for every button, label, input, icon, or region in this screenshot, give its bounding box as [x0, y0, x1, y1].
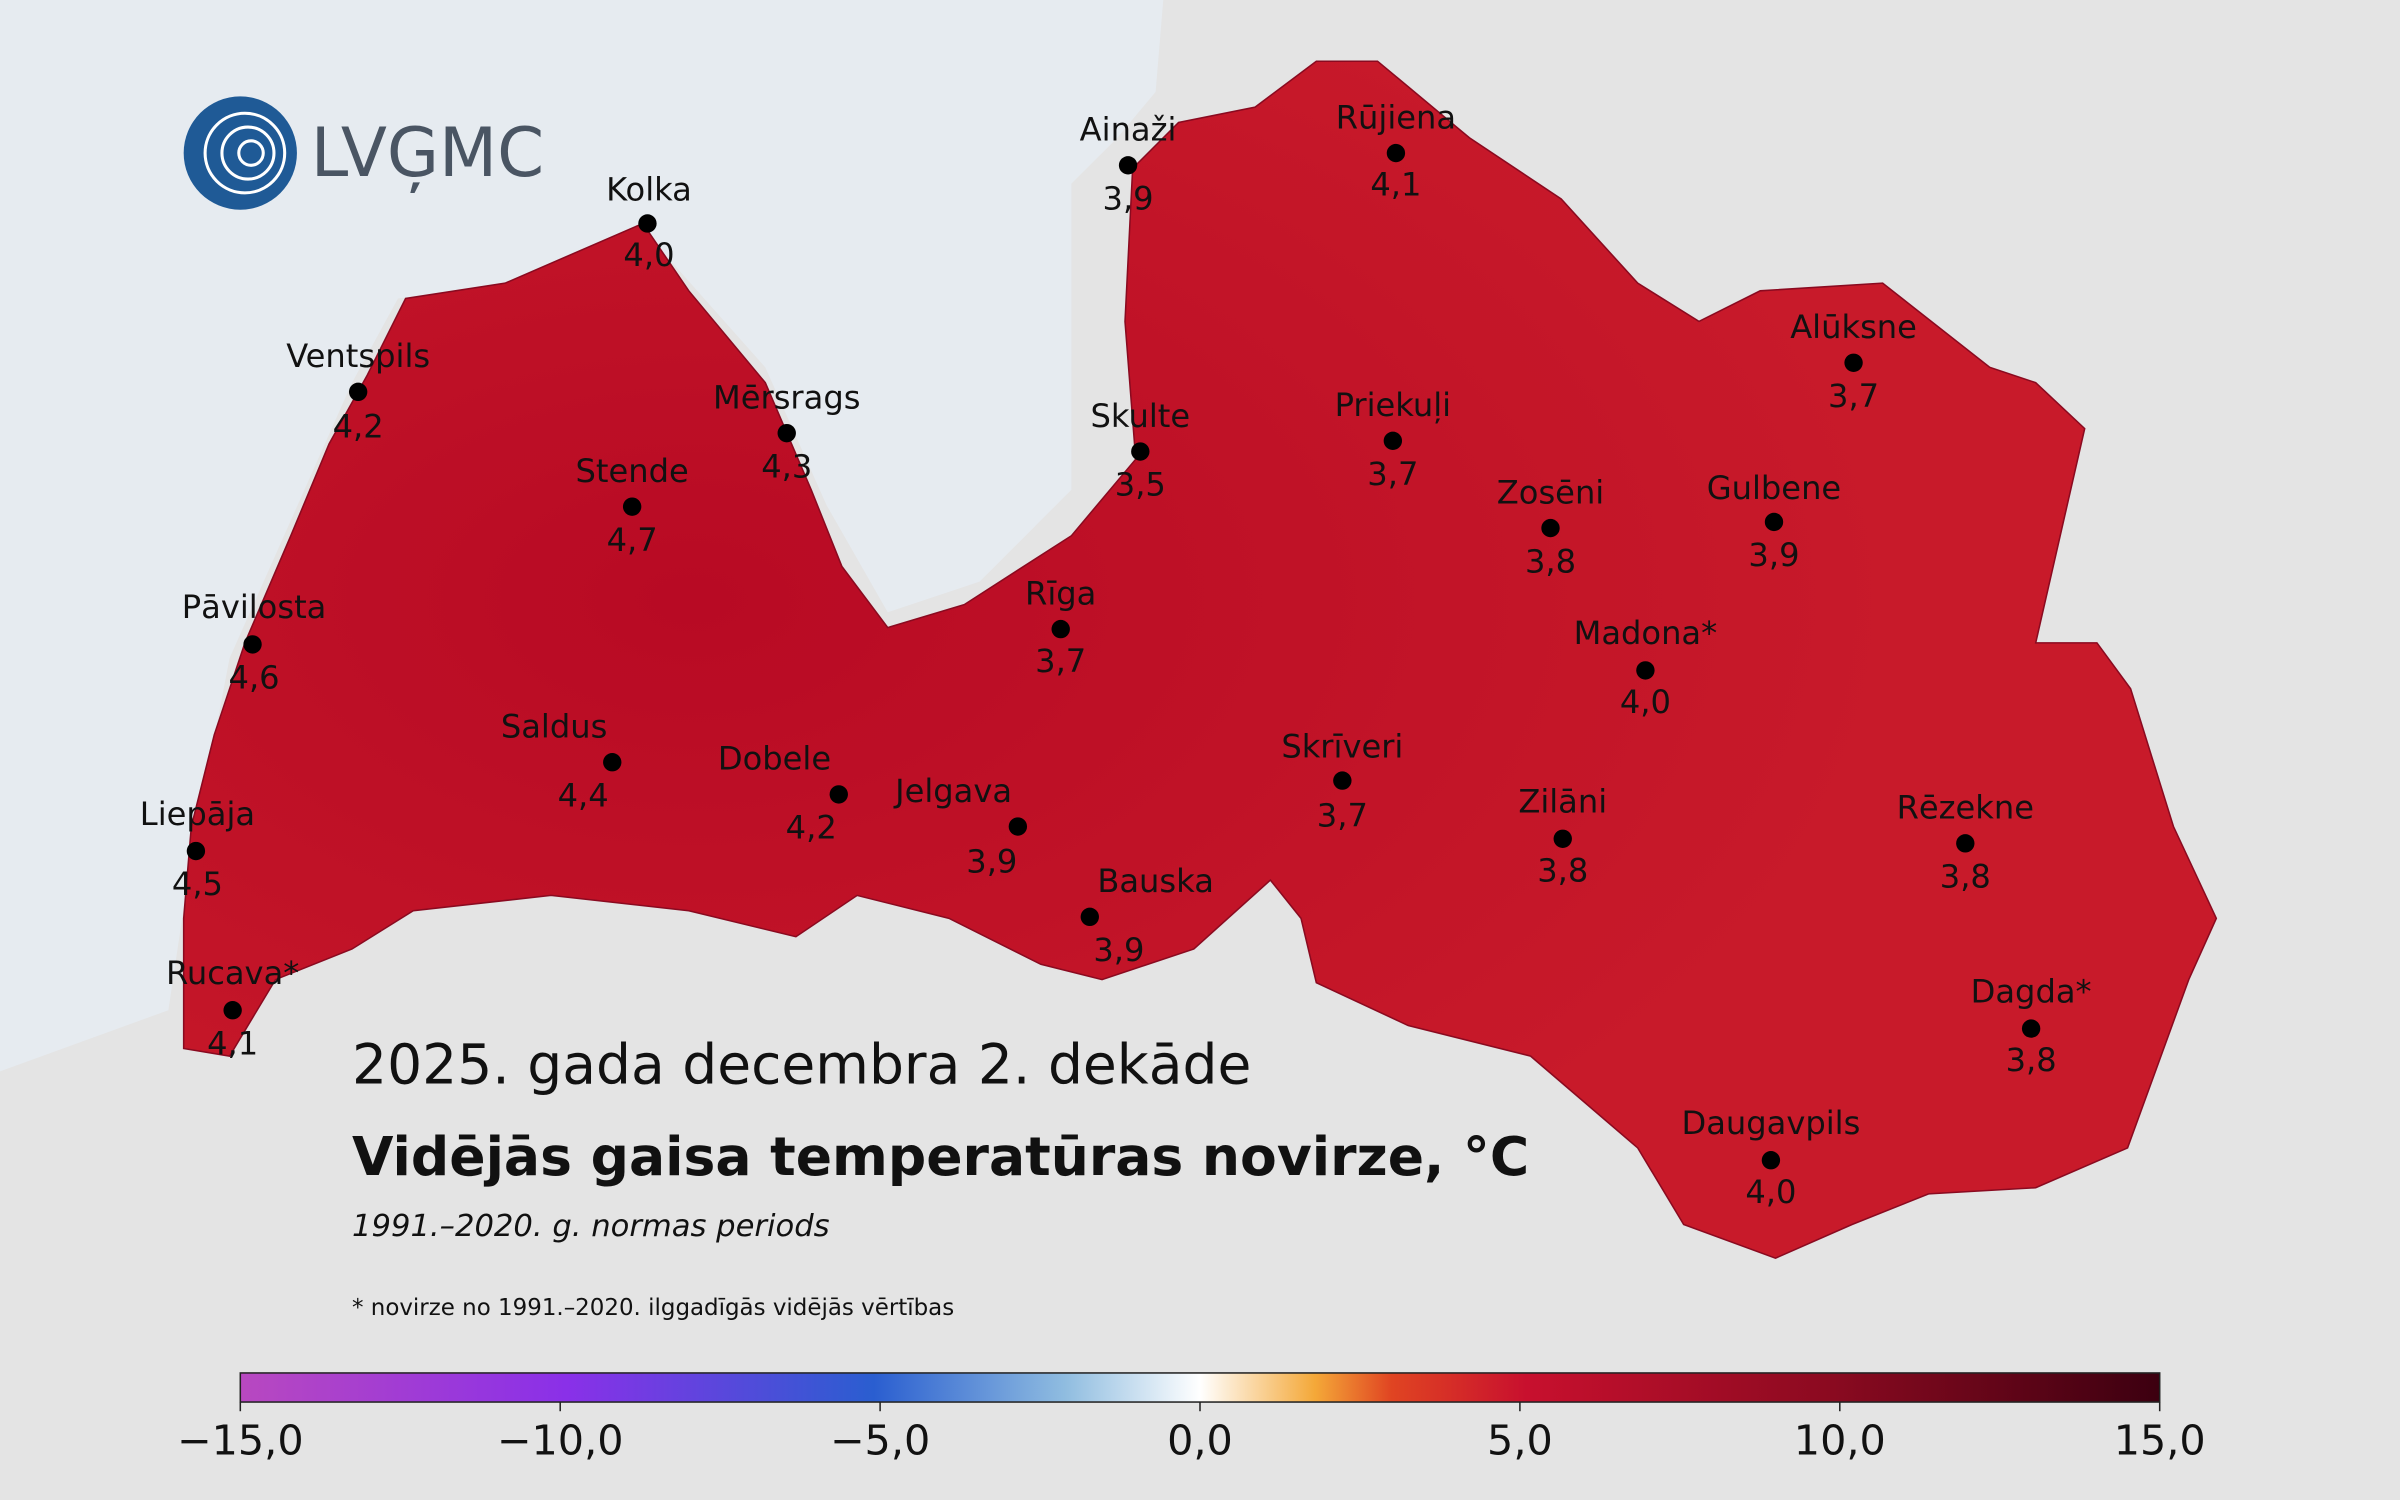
- station-value: 4,3: [761, 447, 812, 485]
- station-value: 4,4: [558, 776, 609, 814]
- station-dot: [1333, 771, 1352, 790]
- station-dot: [348, 382, 368, 402]
- station-value: 3,8: [1940, 858, 1991, 896]
- colorbar: [239, 1372, 2161, 1403]
- station-name: Bauska: [1097, 862, 1214, 900]
- station-name: Mērsrags: [713, 378, 860, 416]
- logo: LVĢMC: [183, 96, 544, 210]
- station-name: Stende: [576, 452, 689, 490]
- station-name: Dobele: [718, 740, 831, 778]
- station-name: Gulbene: [1707, 469, 1841, 507]
- station-dot: [1383, 431, 1403, 450]
- footnote: * novirze no 1991.–2020. ilggadīgās vidē…: [352, 1295, 954, 1321]
- logo-text: LVĢMC: [311, 113, 544, 193]
- station-dot: [1080, 907, 1099, 927]
- sea: [0, 0, 1164, 1072]
- station-dot: [829, 785, 848, 804]
- station-value: 3,8: [1537, 851, 1588, 889]
- colorbar-tick-label: 5,0: [1487, 1416, 1553, 1464]
- station-dot: [1553, 829, 1572, 848]
- colorbar-tick-label: −5,0: [830, 1416, 930, 1464]
- station-dot: [2021, 1019, 2041, 1038]
- station-value: 4,0: [1620, 683, 1671, 721]
- station-name: Zilāni: [1518, 783, 1607, 821]
- colorbar-tick-label: 10,0: [1794, 1416, 1886, 1464]
- station-name: Rūjiena: [1336, 98, 1456, 136]
- station-dot: [638, 214, 657, 233]
- station-name: Rēzekne: [1897, 789, 2034, 827]
- station-dot: [1131, 442, 1150, 461]
- colorbar-tick-label: 0,0: [1167, 1416, 1233, 1464]
- station-dot: [1541, 518, 1560, 538]
- station-value: 4,1: [207, 1024, 258, 1062]
- station-name: Daugavpils: [1681, 1104, 1860, 1142]
- station-value: 4,7: [607, 521, 658, 559]
- station-value: 3,9: [1103, 180, 1154, 218]
- station-dot: [622, 497, 642, 516]
- colorbar-tick-label: −10,0: [497, 1416, 624, 1464]
- station-value: 4,0: [623, 236, 674, 274]
- station-value: 4,2: [786, 809, 837, 847]
- station-name: Liepāja: [140, 795, 255, 833]
- station-value: 4,0: [1745, 1173, 1796, 1211]
- station-value: 4,5: [172, 865, 223, 903]
- station-value: 3,7: [1367, 455, 1418, 493]
- station-dot: [1008, 817, 1028, 836]
- station-name: Kolka: [606, 170, 692, 208]
- station-dot: [1636, 661, 1655, 680]
- subtitle: Vidējās gaisa temperatūras novirze, °C: [352, 1125, 1529, 1188]
- station-value: 3,9: [1748, 536, 1799, 574]
- station-name: Ainaži: [1080, 111, 1177, 149]
- station-value: 4,6: [229, 659, 280, 697]
- title: 2025. gada decembra 2. dekāde: [352, 1032, 1251, 1096]
- station-value: 3,9: [966, 842, 1017, 880]
- station-name: Madona*: [1574, 614, 1718, 652]
- station-name: Skulte: [1090, 397, 1190, 435]
- station-value: 4,1: [1370, 166, 1421, 204]
- station-name: Priekuļi: [1335, 386, 1452, 424]
- station-dot: [1386, 143, 1406, 163]
- station-name: Saldus: [501, 708, 607, 746]
- colorbar-tick-label: 15,0: [2114, 1416, 2206, 1464]
- station-dot: [1051, 619, 1070, 639]
- station-dot: [1764, 512, 1784, 532]
- station-dot: [1761, 1151, 1781, 1170]
- station-value: 3,9: [1093, 931, 1144, 969]
- station-name: Zosēni: [1497, 473, 1604, 511]
- station-dot: [777, 423, 796, 443]
- station-dot: [186, 841, 206, 861]
- station-name: Ventspils: [286, 337, 430, 375]
- station-value: 3,7: [1035, 642, 1086, 680]
- station-value: 3,7: [1317, 796, 1368, 834]
- station-dot: [243, 635, 262, 654]
- station-name: Rīga: [1025, 574, 1096, 612]
- station-name: Rucava*: [166, 954, 299, 992]
- station-dot: [1844, 353, 1863, 372]
- station-name: Alūksne: [1790, 308, 1917, 346]
- station-dot: [223, 1001, 242, 1020]
- period: 1991.–2020. g. normas periods: [352, 1209, 830, 1244]
- station-name: Jelgava: [893, 772, 1012, 810]
- station-dot: [1956, 834, 1975, 853]
- colorbar-tick-label: −15,0: [177, 1416, 304, 1464]
- station-value: 4,2: [333, 408, 384, 446]
- station-dot: [603, 753, 622, 772]
- station-name: Skrīveri: [1281, 727, 1403, 765]
- latvia: [182, 60, 2218, 1259]
- station-value: 3,7: [1828, 377, 1879, 415]
- station-dot: [1118, 156, 1138, 175]
- station-name: Dagda*: [1971, 972, 2092, 1010]
- station-value: 3,8: [1525, 542, 1576, 580]
- station-value: 3,8: [2006, 1041, 2057, 1079]
- station-name: Pāvilosta: [182, 588, 327, 626]
- station-value: 3,5: [1115, 466, 1166, 504]
